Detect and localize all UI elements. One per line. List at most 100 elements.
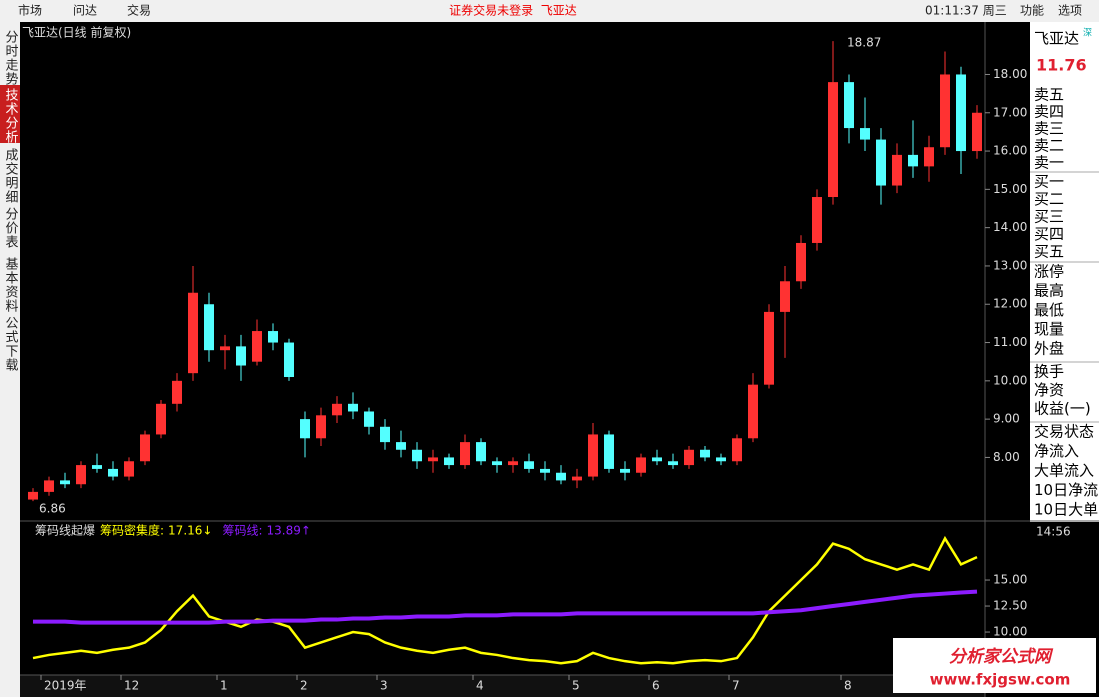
- quote-label: 卖三: [1034, 120, 1064, 138]
- tab-column: [0, 22, 20, 697]
- legend-name: 筹码线:: [222, 524, 262, 538]
- quote-label: 买二: [1034, 190, 1064, 208]
- tab[interactable]: 基本资料: [3, 257, 19, 313]
- y-tick-label: 11.00: [993, 335, 1027, 349]
- candle-body: [956, 74, 966, 152]
- menu-item[interactable]: 问达: [73, 4, 97, 18]
- x-tick-label: 8: [844, 679, 852, 693]
- tab[interactable]: 公式下载: [3, 316, 19, 372]
- indicator-title: 筹码线起爆: [35, 524, 95, 538]
- tab[interactable]: 分价表: [3, 207, 19, 249]
- legend-readout: 17.16↓: [168, 524, 212, 538]
- stock-name: 飞亚达: [1034, 30, 1079, 48]
- candle-body: [540, 468, 550, 473]
- tab[interactable]: 分时走势: [3, 30, 19, 86]
- tab[interactable]: 技术分析: [3, 88, 19, 144]
- candle-body: [396, 442, 406, 450]
- candle-body: [876, 139, 886, 186]
- candle-body: [908, 154, 918, 167]
- quote-label: 净资: [1034, 381, 1064, 399]
- annotation: 6.86: [39, 502, 66, 516]
- tab[interactable]: 成交明细: [3, 148, 19, 204]
- menu-item[interactable]: 交易: [127, 3, 151, 18]
- candle-body: [108, 468, 118, 477]
- top-bar: [0, 0, 1099, 22]
- y-tick-label: 12.00: [993, 297, 1027, 311]
- candle-body: [236, 346, 246, 366]
- candle-body: [76, 465, 86, 485]
- notice: 证券交易未登录 飞亚达: [449, 3, 577, 18]
- candle-body: [732, 438, 742, 462]
- quote-label: 换手: [1034, 363, 1064, 381]
- candle-body: [364, 411, 374, 427]
- price: 11.76: [1036, 56, 1087, 75]
- series-line: [32, 535, 978, 665]
- candle-body: [220, 346, 230, 351]
- candle-body: [428, 457, 438, 462]
- x-tick-label: 3: [380, 679, 388, 693]
- candle-body: [684, 449, 694, 466]
- y-tick-label: 9.00: [993, 412, 1020, 426]
- y-tick-label: 10.00: [993, 373, 1027, 387]
- quote-label: 涨停: [1034, 263, 1064, 281]
- menu-item[interactable]: 市场: [18, 3, 42, 18]
- y-tick-label: 18.00: [993, 67, 1027, 81]
- x-axis-bar: [20, 675, 985, 697]
- menu-item[interactable]: 选项: [1058, 4, 1082, 18]
- candle-body: [316, 415, 326, 439]
- quote-panel: [1030, 22, 1099, 522]
- candle-body: [604, 434, 614, 469]
- candle-body: [796, 242, 806, 282]
- menu-item[interactable]: 功能: [1020, 4, 1044, 18]
- y-tick-label: 12.50: [993, 599, 1027, 613]
- candle-body: [844, 82, 854, 129]
- quote-label: 买三: [1034, 208, 1064, 226]
- legend-name: 筹码密集度:: [100, 523, 164, 538]
- legend-readout: 13.89↑: [267, 524, 311, 538]
- quote-label: 收益(一): [1034, 400, 1091, 418]
- y-tick-label: 15.00: [993, 573, 1027, 587]
- quote-label: 10日大单: [1034, 501, 1098, 519]
- candle-body: [444, 457, 454, 466]
- candle-body: [44, 480, 54, 492]
- candle-body: [572, 476, 582, 481]
- candle-body: [92, 465, 102, 469]
- candle-body: [620, 468, 630, 473]
- candle-body: [556, 472, 566, 481]
- logo-url: www.fxjgsw.com: [930, 671, 1071, 689]
- x-tick-label: 6: [652, 679, 660, 693]
- chart-title: 飞亚达(日线 前复权): [22, 25, 131, 40]
- quote-label: 现量: [1034, 320, 1064, 338]
- candle-body: [380, 426, 390, 443]
- candle-body: [748, 384, 758, 439]
- candle-body: [892, 154, 902, 186]
- quote-label: 卖一: [1034, 154, 1064, 172]
- candle-body: [492, 461, 502, 466]
- candle-body: [940, 74, 950, 148]
- candle-body: [924, 147, 934, 167]
- x-tick-label: 2019年: [44, 679, 87, 693]
- candle-body: [860, 128, 870, 140]
- quote-label: 大单流入: [1034, 462, 1094, 480]
- candle-body: [636, 457, 646, 473]
- candle-body: [716, 457, 726, 462]
- candle-body: [332, 403, 342, 416]
- logo: [893, 638, 1096, 693]
- y-tick-label: 13.00: [993, 258, 1027, 272]
- candle-body: [668, 461, 678, 466]
- y-tick-label: 10.00: [993, 625, 1027, 639]
- market: 深: [1083, 28, 1092, 39]
- y-tick-label: 16.00: [993, 144, 1027, 158]
- quote-label: 净流入: [1034, 442, 1079, 460]
- x-tick-label: 12: [124, 679, 139, 693]
- candle-body: [300, 419, 310, 439]
- candle-body: [828, 82, 838, 198]
- quote-label: 卖四: [1034, 103, 1064, 121]
- candle-body: [28, 491, 38, 500]
- candle-body: [972, 112, 982, 152]
- candle-body: [700, 449, 710, 458]
- clock: 01:11:37 周三: [925, 4, 1007, 18]
- logo-title: 分析家公式网: [949, 647, 1054, 667]
